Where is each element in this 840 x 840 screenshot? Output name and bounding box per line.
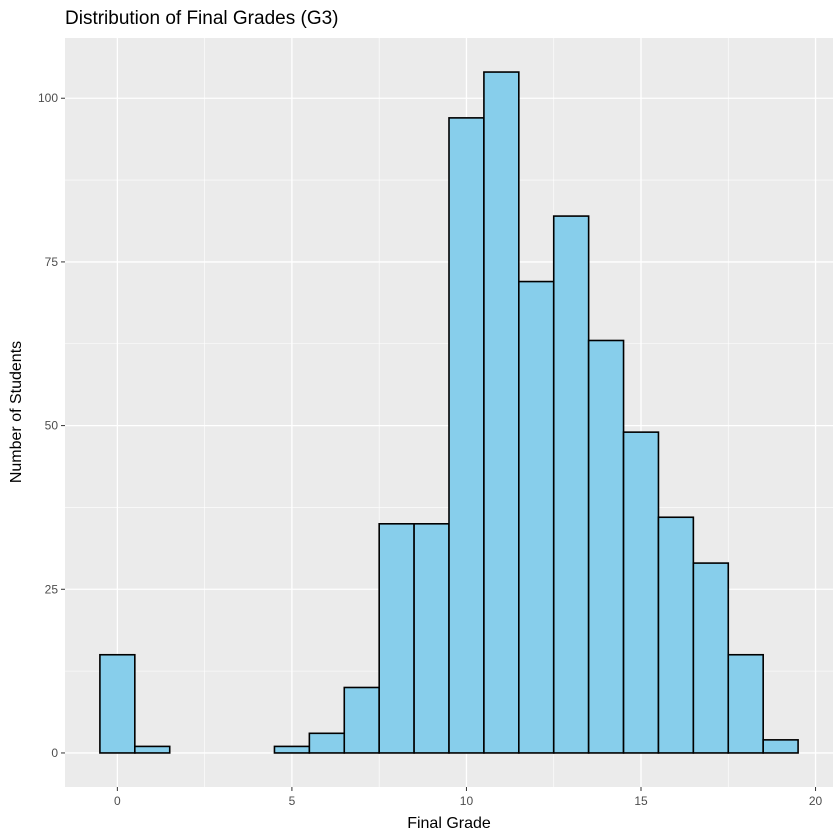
x-tick-label: 10 (460, 794, 474, 808)
y-tick-label: 25 (45, 582, 59, 596)
histogram-bar (657, 516, 695, 754)
histogram-bar (273, 745, 311, 754)
histogram-bar (622, 431, 660, 754)
histogram-bar (692, 562, 730, 754)
histogram-bar (413, 523, 450, 754)
histogram-bar (448, 117, 485, 754)
x-tick-label: 0 (114, 794, 121, 808)
histogram-bar (343, 686, 380, 754)
histogram-bar (518, 280, 555, 754)
chart-title: Distribution of Final Grades (G3) (65, 8, 339, 29)
histogram-bar (762, 739, 799, 754)
histogram-bar (483, 71, 520, 754)
y-axis-title: Number of Students (8, 341, 25, 483)
x-tick-label: 20 (809, 794, 823, 808)
y-tick-label: 100 (38, 91, 58, 105)
axis-ticks: 0 5 10 15 20 0 25 50 75 100 (38, 91, 823, 808)
y-tick-label: 0 (51, 746, 58, 760)
x-axis-title: Final Grade (407, 815, 491, 832)
bars (99, 71, 799, 754)
y-tick-label: 50 (45, 419, 59, 433)
histogram-bar (552, 215, 590, 754)
histogram-bar (727, 653, 764, 754)
y-tick-label: 75 (45, 255, 59, 269)
histogram-bar (587, 339, 625, 754)
x-tick-label: 5 (289, 794, 296, 808)
histogram-bar (378, 523, 415, 754)
x-tick-label: 15 (634, 794, 648, 808)
histogram-bar (99, 653, 136, 754)
histogram-bar (308, 732, 346, 754)
histogram-bar (134, 745, 171, 754)
